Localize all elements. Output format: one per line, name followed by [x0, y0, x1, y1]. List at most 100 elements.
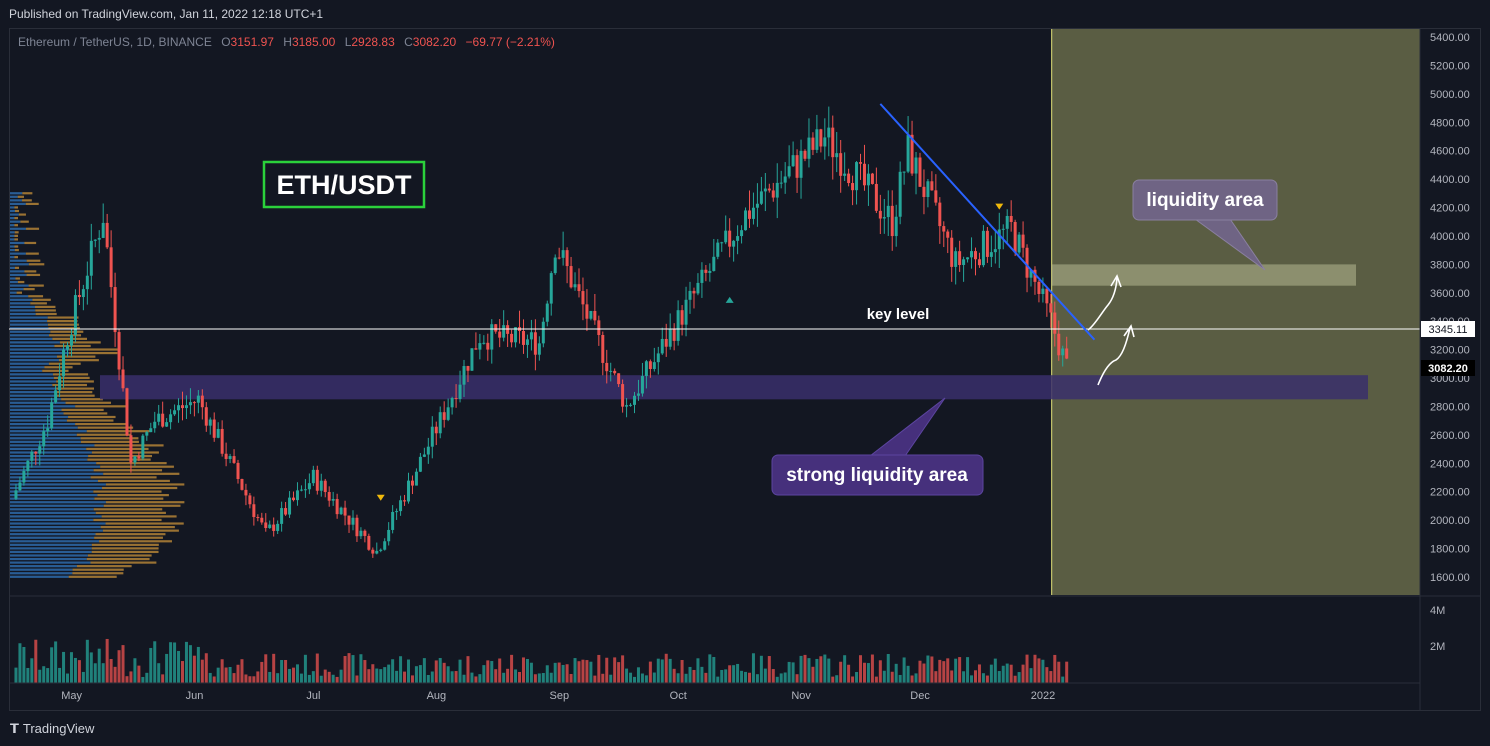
candle-body — [997, 229, 1001, 250]
volume-bar — [153, 641, 157, 683]
candle-body — [993, 249, 997, 253]
profile-row-down — [90, 561, 157, 564]
profile-row-down — [14, 209, 20, 213]
profile-row-down — [24, 270, 37, 273]
trendline[interactable] — [879, 103, 1096, 341]
volume-bar — [105, 638, 109, 683]
volume-bar — [367, 669, 371, 683]
volume-bar — [688, 666, 692, 683]
volume-bar — [145, 672, 149, 683]
profile-row-up — [10, 511, 96, 514]
volume-bar — [680, 659, 684, 683]
candle-body — [744, 210, 748, 231]
future-zone — [1051, 29, 1420, 595]
volume-bar — [640, 673, 644, 683]
candle-body — [462, 366, 466, 385]
profile-row-up — [10, 312, 36, 316]
volume-bar — [569, 674, 573, 683]
liquidity-zone[interactable] — [1051, 264, 1356, 286]
candle-body — [117, 332, 121, 370]
volume-bar — [934, 671, 938, 683]
price-axis[interactable]: 5400.00 5200.00 5000.00 4800.00 4600.00 4400.… — [1430, 32, 1470, 584]
candle-body — [601, 334, 605, 363]
profile-row-down — [14, 206, 18, 209]
volume-bar — [117, 650, 121, 683]
volume-bar — [343, 656, 347, 683]
profile-row-down — [68, 415, 116, 419]
profile-row-up — [10, 501, 106, 504]
profile-row-down — [94, 444, 164, 447]
candle-body — [192, 402, 196, 404]
high-value: 3185.00 — [291, 35, 336, 49]
candle-body — [728, 230, 732, 247]
volume-bar — [157, 663, 161, 683]
candle-body — [835, 153, 839, 158]
volume-bar — [399, 656, 403, 683]
profile-row-down — [76, 565, 132, 568]
volume-bar — [224, 667, 228, 683]
profile-row-up — [10, 380, 57, 383]
profile-row-down — [48, 327, 80, 330]
profile-row-up — [10, 327, 49, 330]
volume-bar — [676, 673, 680, 683]
volume-bar — [938, 659, 942, 683]
candle-body — [232, 456, 236, 463]
volume-bar — [299, 673, 303, 683]
candle-body — [38, 446, 42, 454]
profile-row-up — [10, 451, 92, 454]
profile-row-up — [10, 529, 103, 532]
candle-body — [898, 171, 902, 217]
candle-body — [973, 251, 977, 260]
candle-body — [910, 134, 914, 174]
volume-bar — [284, 659, 288, 683]
volume-bar — [30, 658, 34, 683]
time-axis[interactable]: May Jun Jul Aug Sep Oct Nov Dec 2022 — [61, 690, 1055, 702]
volume-bar — [77, 660, 81, 683]
tradingview-logo[interactable]: 𝗧 TradingView — [10, 721, 94, 737]
strong-liquidity-zone[interactable] — [100, 375, 1368, 400]
profile-row-up — [10, 547, 92, 550]
volume-bar — [482, 665, 486, 683]
candle-body — [751, 207, 755, 219]
volume-bar — [478, 674, 482, 683]
candle-body — [656, 353, 660, 363]
candle-body — [1033, 269, 1037, 282]
candle-body — [1009, 215, 1013, 222]
candle-body — [847, 173, 851, 184]
profile-row-down — [47, 316, 79, 319]
candle-body — [946, 231, 950, 238]
profile-row-down — [101, 486, 178, 490]
candle-body — [862, 163, 866, 186]
profile-row-down — [87, 458, 151, 461]
volume-bar — [973, 670, 977, 683]
candle-body — [410, 480, 414, 486]
volume-bar — [165, 653, 169, 683]
profile-row-down — [14, 245, 19, 248]
profile-row-up — [10, 469, 94, 472]
volume-bar — [970, 675, 974, 683]
profile-row-up — [10, 405, 76, 408]
profile-row-up — [10, 515, 102, 518]
profile-row-down — [97, 494, 169, 497]
candle-body — [482, 342, 486, 344]
profile-row-up — [10, 383, 53, 387]
profile-row-up — [10, 284, 29, 287]
signal-marker — [995, 203, 1004, 210]
profile-row-up — [10, 209, 15, 213]
candle-body — [157, 413, 161, 422]
profile-row-down — [91, 547, 159, 550]
price-tick-label: 5400.00 — [1430, 32, 1470, 44]
candle-body — [486, 342, 490, 350]
close-label: C — [404, 35, 413, 49]
volume-tick-label: 2M — [1430, 641, 1445, 653]
price-tick-label: 4600.00 — [1430, 146, 1470, 158]
profile-row-down — [91, 543, 159, 546]
candle-body — [129, 435, 133, 463]
profile-row-down — [55, 391, 93, 394]
key-level-price: 3345.11 — [1429, 324, 1468, 336]
profile-row-down — [53, 376, 90, 380]
profile-row-down — [59, 341, 101, 344]
volume-profile — [10, 192, 185, 578]
profile-row-up — [10, 554, 88, 557]
